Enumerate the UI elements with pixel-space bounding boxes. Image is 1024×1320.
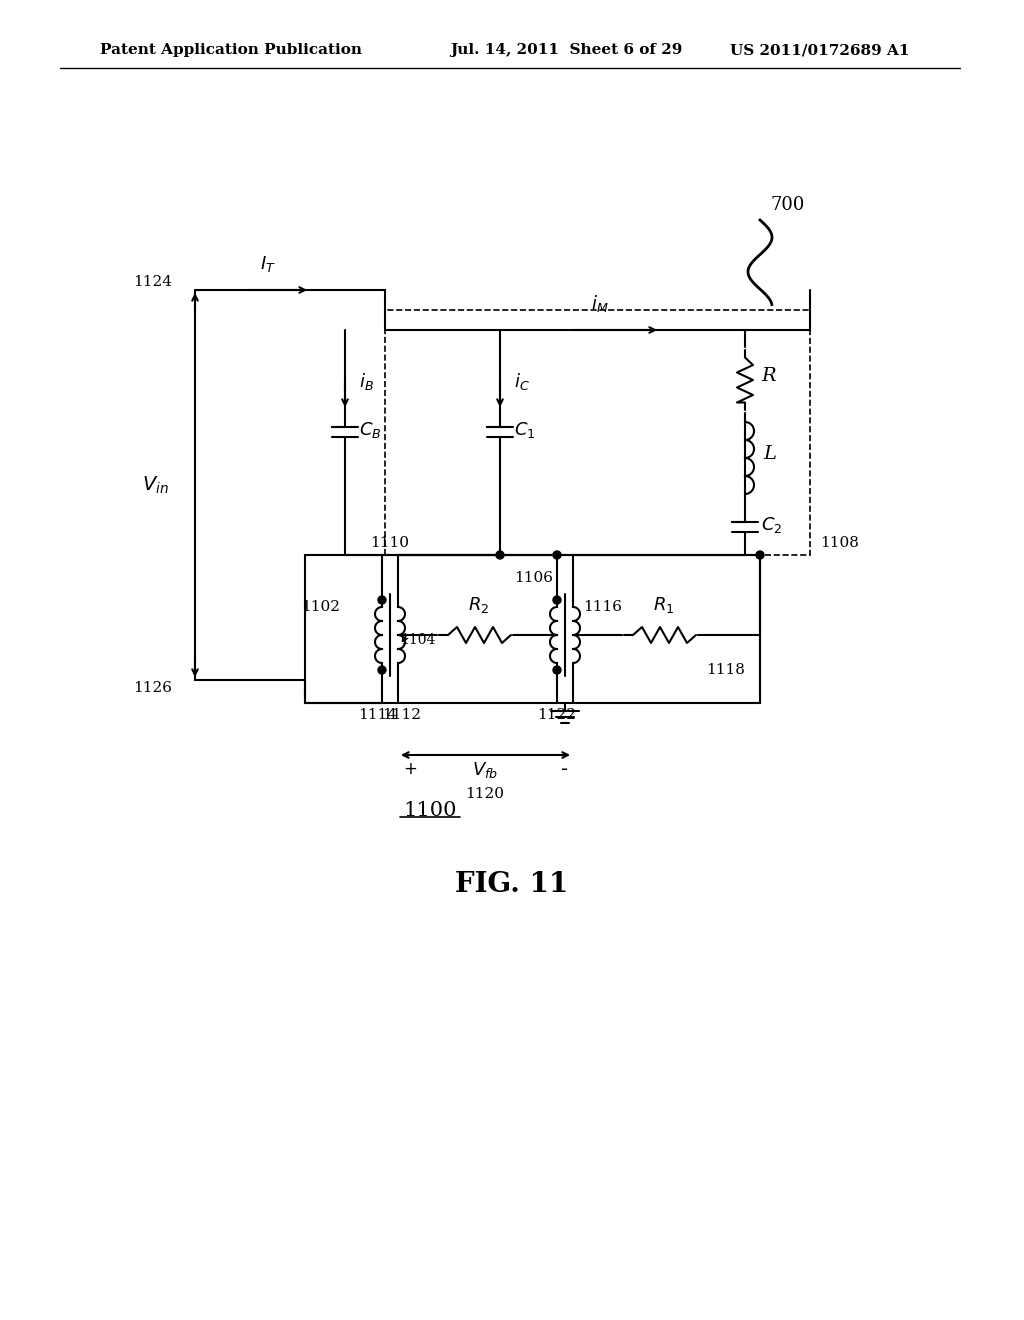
Text: 1112: 1112 (383, 708, 422, 722)
Circle shape (553, 597, 561, 605)
Text: 1126: 1126 (133, 681, 172, 696)
Text: 700: 700 (770, 195, 805, 214)
Text: 1114: 1114 (358, 708, 397, 722)
Text: Jul. 14, 2011  Sheet 6 of 29: Jul. 14, 2011 Sheet 6 of 29 (450, 44, 682, 57)
Text: $C_2$: $C_2$ (761, 515, 782, 535)
Text: 1120: 1120 (466, 787, 505, 801)
Text: 1116: 1116 (583, 601, 622, 614)
Circle shape (756, 550, 764, 558)
Circle shape (553, 550, 561, 558)
Text: 1122: 1122 (538, 708, 577, 722)
Text: Patent Application Publication: Patent Application Publication (100, 44, 362, 57)
Circle shape (496, 550, 504, 558)
Text: FIG. 11: FIG. 11 (456, 871, 568, 899)
Text: 1108: 1108 (820, 536, 859, 550)
Text: -: - (561, 760, 568, 779)
Text: 1106: 1106 (514, 572, 553, 585)
Text: 1110: 1110 (370, 536, 409, 550)
Text: 1104: 1104 (400, 634, 435, 647)
Circle shape (378, 667, 386, 675)
Bar (385, 310, 810, 554)
Text: 1102: 1102 (301, 601, 340, 614)
Text: $i_C$: $i_C$ (514, 371, 529, 392)
Text: 1100: 1100 (403, 800, 457, 820)
Text: R: R (761, 367, 775, 385)
Text: $i_M$: $i_M$ (591, 293, 609, 314)
Text: $V_{in}$: $V_{in}$ (141, 474, 168, 495)
Text: 1124: 1124 (133, 275, 172, 289)
Text: $V_{fb}$: $V_{fb}$ (472, 760, 498, 780)
Text: $C_B$: $C_B$ (359, 420, 382, 440)
Text: +: + (403, 760, 417, 777)
Text: $R_2$: $R_2$ (468, 595, 489, 615)
Text: US 2011/0172689 A1: US 2011/0172689 A1 (730, 44, 909, 57)
Text: $I_T$: $I_T$ (260, 253, 275, 275)
Text: $C_1$: $C_1$ (514, 420, 536, 440)
Text: $i_B$: $i_B$ (359, 371, 374, 392)
Bar (305, 554, 760, 704)
Text: L: L (763, 445, 776, 463)
Text: 1118: 1118 (706, 663, 744, 677)
Text: $R_1$: $R_1$ (653, 595, 675, 615)
Circle shape (378, 597, 386, 605)
Circle shape (553, 667, 561, 675)
